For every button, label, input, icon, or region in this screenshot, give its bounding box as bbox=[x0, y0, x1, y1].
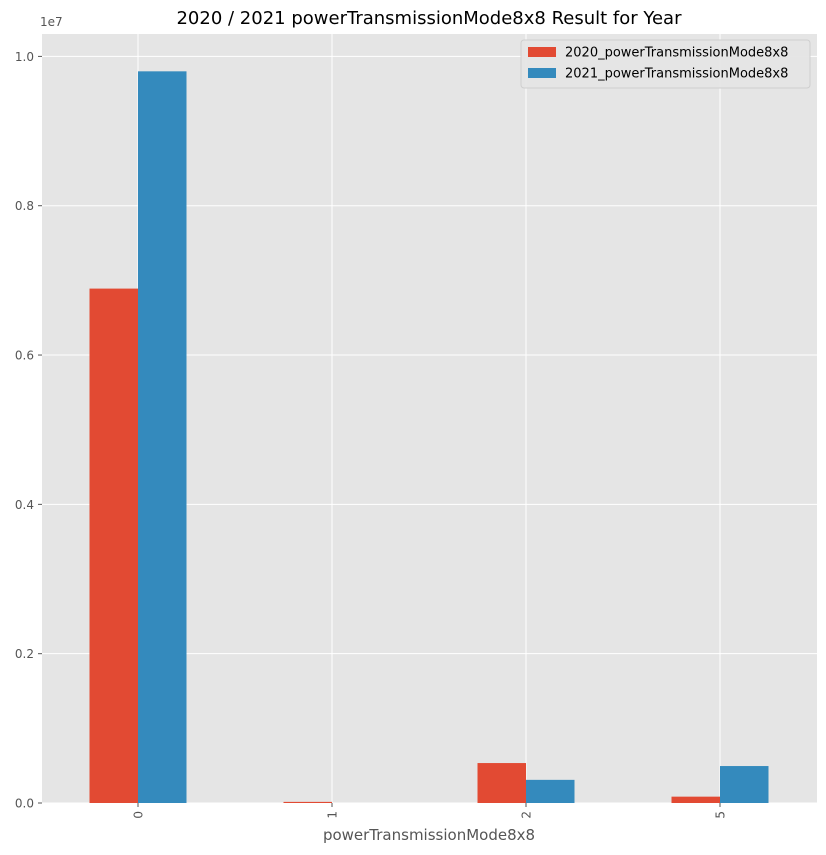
y-tick-label: 0.6 bbox=[15, 349, 34, 363]
legend-label: 2021_powerTransmissionMode8x8 bbox=[565, 67, 788, 82]
bar-2021_powerTransmissionMode8x8-2 bbox=[526, 779, 575, 803]
legend: 2020_powerTransmissionMode8x8 2021_powerT… bbox=[520, 39, 811, 89]
legend-swatch bbox=[528, 68, 556, 78]
bar-2020_powerTransmissionMode8x8-2 bbox=[477, 763, 526, 803]
x-tick-label: 5 bbox=[714, 811, 728, 819]
bar-2020_powerTransmissionMode8x8-5 bbox=[671, 796, 720, 803]
y-tick-label: 0.2 bbox=[15, 647, 34, 661]
x-tick-label: 1 bbox=[326, 811, 340, 819]
bar-2020_powerTransmissionMode8x8-1 bbox=[283, 801, 332, 803]
x-tick-label: 0 bbox=[132, 811, 146, 819]
bar-2020_powerTransmissionMode8x8-0 bbox=[89, 288, 138, 803]
y-tick-label: 0.0 bbox=[15, 797, 34, 811]
bars bbox=[89, 71, 769, 804]
x-tick-label: 2 bbox=[520, 811, 534, 819]
chart-title: 2020 / 2021 powerTransmissionMode8x8 Res… bbox=[176, 8, 682, 29]
y-tick-labels: 0.0 0.2 0.4 0.6 0.8 1.0 bbox=[15, 50, 42, 811]
y-tick-label: 1.0 bbox=[15, 50, 34, 64]
legend-label: 2020_powerTransmissionMode8x8 bbox=[565, 46, 788, 61]
y-offset-label: 1e7 bbox=[40, 15, 63, 29]
x-tick-labels: 0 1 2 5 bbox=[132, 803, 728, 819]
bar-2021_powerTransmissionMode8x8-5 bbox=[720, 766, 769, 803]
y-tick-label: 0.4 bbox=[15, 498, 34, 512]
x-axis-label: powerTransmissionMode8x8 bbox=[323, 826, 535, 844]
y-tick-label: 0.8 bbox=[15, 199, 34, 213]
bar-2021_powerTransmissionMode8x8-0 bbox=[138, 71, 187, 804]
legend-box bbox=[520, 39, 811, 89]
legend-swatch bbox=[528, 47, 556, 57]
